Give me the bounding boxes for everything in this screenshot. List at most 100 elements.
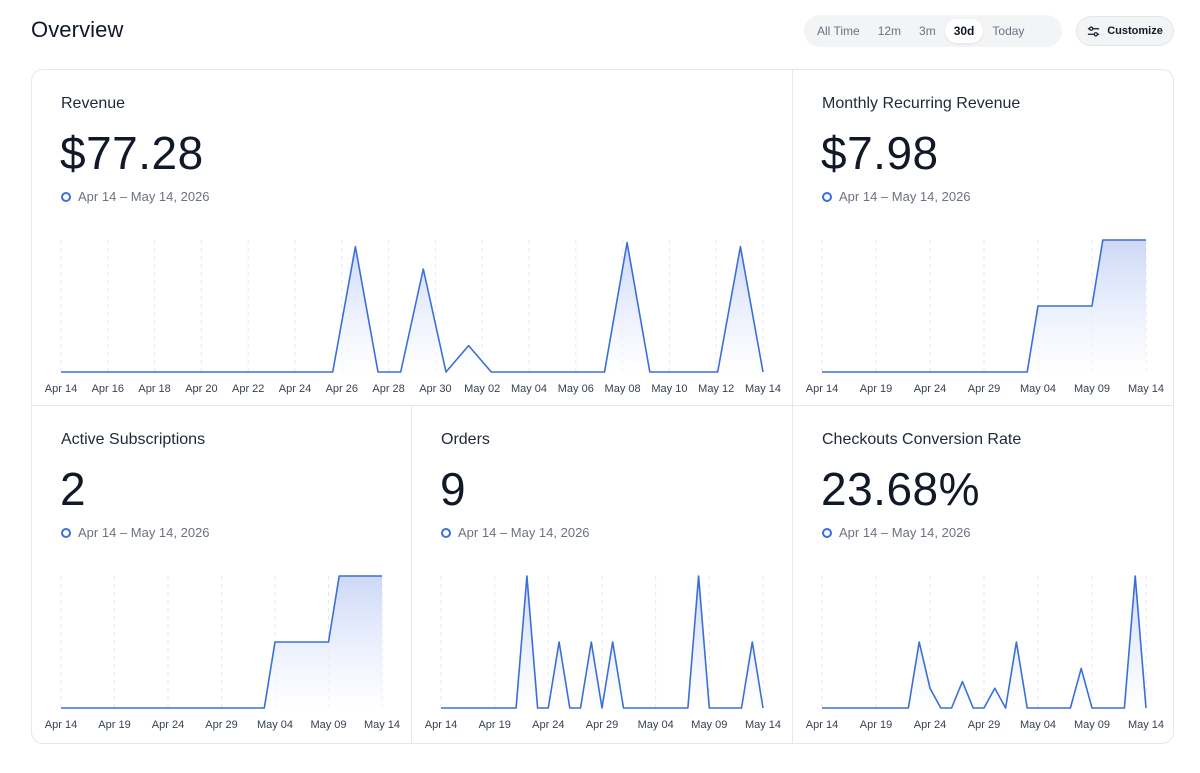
card-range-label: Apr 14 – May 14, 2026 (78, 525, 210, 540)
card-title: Orders (441, 431, 490, 448)
customize-button[interactable]: Customize (1076, 16, 1174, 46)
x-tick-label: May 04 (511, 383, 547, 395)
card-range-label: Apr 14 – May 14, 2026 (839, 525, 971, 540)
range-dot-icon (61, 191, 71, 202)
x-tick-label: May 14 (1128, 719, 1164, 731)
x-tick-label: Apr 24 (914, 719, 946, 731)
revenue-card[interactable]: Revenue $77.28 Apr 14 – May 14, 2026 Apr… (32, 70, 793, 406)
x-tick-label: May 10 (651, 383, 687, 395)
x-tick-label: Apr 14 (806, 719, 838, 731)
card-title: Active Subscriptions (61, 431, 206, 448)
x-tick-label: May 14 (364, 719, 400, 731)
page-header: Overview All Time 12m 3m 30d Today Custo… (0, 0, 1200, 62)
x-tick-label: Apr 20 (185, 383, 217, 395)
x-tick-label: Apr 19 (860, 383, 892, 395)
card-date-range: Apr 14 – May 14, 2026 (822, 525, 971, 540)
x-tick-label: May 04 (1020, 719, 1056, 731)
x-tick-label: May 04 (638, 719, 674, 731)
x-tick-label: May 06 (558, 383, 594, 395)
card-date-range: Apr 14 – May 14, 2026 (441, 525, 590, 540)
x-tick-label: Apr 28 (372, 383, 404, 395)
x-tick-label: May 09 (691, 719, 727, 731)
x-tick-label: Apr 29 (205, 719, 237, 731)
x-tick-label: Apr 19 (98, 719, 130, 731)
series-line (822, 239, 1146, 373)
sliders-icon (1087, 26, 1100, 36)
x-tick-label: May 14 (1128, 383, 1164, 395)
x-tick-label: Apr 26 (326, 383, 358, 395)
card-value: $77.28 (60, 127, 204, 179)
x-tick-label: May 02 (464, 383, 500, 395)
x-tick-label: May 08 (605, 383, 641, 395)
series-area (61, 576, 382, 708)
customize-label: Customize (1107, 25, 1163, 37)
range-all-time-button[interactable]: All Time (808, 19, 869, 43)
card-range-label: Apr 14 – May 14, 2026 (458, 525, 590, 540)
x-tick-label: Apr 18 (138, 383, 170, 395)
active-subscriptions-chart: Apr 14 Apr 19 Apr 24 Apr 29 May 04 May 09 May … (45, 575, 400, 731)
x-tick-label: Apr 24 (532, 719, 564, 731)
x-tick-label: Apr 16 (92, 383, 124, 395)
x-tick-label: May 12 (698, 383, 734, 395)
x-tick-label: Apr 14 (45, 719, 77, 731)
orders-card[interactable]: Orders 9 Apr 14 – May 14, 2026 Apr 14 Apr… (412, 406, 793, 743)
card-date-range: Apr 14 – May 14, 2026 (61, 189, 210, 204)
range-dot-icon (441, 527, 451, 538)
checkout-conversion-chart: Apr 14 Apr 19 Apr 24 Apr 29 May 04 May 09 May … (806, 575, 1164, 731)
range-12m-button[interactable]: 12m (869, 19, 910, 43)
revenue-chart: Apr 14 Apr 16 Apr 18 Apr 20 Apr 22 Apr 24 Apr … (45, 240, 781, 395)
range-30d-button[interactable]: 30d (944, 19, 984, 43)
series-line (61, 575, 382, 709)
x-tick-label: Apr 24 (152, 719, 184, 731)
x-tick-label: May 14 (745, 383, 781, 395)
series-area (61, 242, 763, 372)
mrr-chart: Apr 14 Apr 19 Apr 24 Apr 29 May 04 May 09 May … (806, 239, 1164, 395)
orders-chart: Apr 14 Apr 19 Apr 24 Apr 29 May 04 May 09 May … (425, 575, 781, 731)
card-value: 23.68% (821, 463, 981, 515)
x-tick-label: Apr 14 (806, 383, 838, 395)
series-line (822, 575, 1147, 709)
series-line (441, 575, 764, 709)
card-title: Monthly Recurring Revenue (822, 95, 1021, 112)
x-tick-label: Apr 24 (914, 383, 946, 395)
x-tick-label: Apr 19 (478, 719, 510, 731)
card-value: $7.98 (821, 127, 939, 179)
x-tick-label: Apr 29 (586, 719, 618, 731)
card-value: 9 (440, 463, 467, 515)
x-tick-label: Apr 22 (232, 383, 264, 395)
x-tick-label: Apr 14 (425, 719, 457, 731)
x-tick-label: May 04 (257, 719, 293, 731)
card-title: Checkouts Conversion Rate (822, 431, 1022, 448)
x-tick-label: May 14 (745, 719, 781, 731)
x-tick-label: Apr 29 (968, 719, 1000, 731)
range-dot-icon (822, 527, 832, 538)
x-tick-label: Apr 29 (968, 383, 1000, 395)
range-3m-button[interactable]: 3m (910, 19, 945, 43)
x-tick-label: May 09 (310, 719, 346, 731)
x-tick-label: Apr 30 (419, 383, 451, 395)
range-today-button[interactable]: Today (983, 19, 1033, 43)
card-range-label: Apr 14 – May 14, 2026 (839, 189, 971, 204)
x-tick-label: May 09 (1074, 383, 1110, 395)
checkout-conversion-card[interactable]: Checkouts Conversion Rate 23.68% Apr 14 … (793, 406, 1173, 743)
mrr-card[interactable]: Monthly Recurring Revenue $7.98 Apr 14 –… (793, 70, 1173, 406)
range-dot-icon (822, 191, 832, 202)
series-line (61, 241, 764, 373)
x-tick-label: May 04 (1020, 383, 1056, 395)
series-area (822, 240, 1146, 372)
active-subscriptions-card[interactable]: Active Subscriptions 2 Apr 14 – May 14, … (32, 406, 412, 743)
x-tick-label: May 09 (1074, 719, 1110, 731)
x-tick-label: Apr 14 (45, 383, 77, 395)
metrics-grid: Revenue $77.28 Apr 14 – May 14, 2026 Apr… (31, 69, 1174, 744)
card-date-range: Apr 14 – May 14, 2026 (822, 189, 971, 204)
card-date-range: Apr 14 – May 14, 2026 (61, 525, 210, 540)
x-tick-label: Apr 19 (860, 719, 892, 731)
card-value: 2 (60, 463, 87, 515)
page-title: Overview (31, 17, 124, 42)
series-area (441, 576, 763, 708)
date-range-selector: All Time 12m 3m 30d Today (804, 15, 1062, 47)
range-dot-icon (61, 527, 71, 538)
card-title: Revenue (61, 95, 126, 112)
x-tick-label: Apr 24 (279, 383, 311, 395)
card-range-label: Apr 14 – May 14, 2026 (78, 189, 210, 204)
